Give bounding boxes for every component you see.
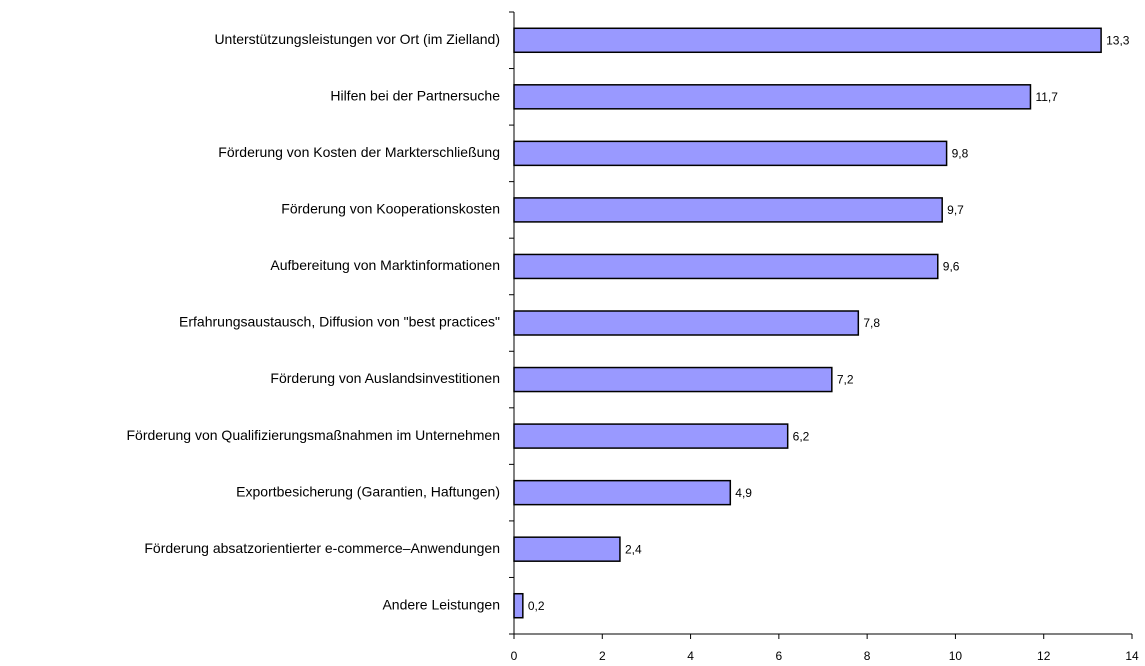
bar <box>513 197 943 223</box>
y-tick-label: Förderung von Qualifizierungsmaßnahmen i… <box>126 427 500 443</box>
bar <box>513 27 1102 54</box>
y-tick-label: Andere Leistungen <box>382 596 500 612</box>
y-tick-label: Hilfen bei der Partnersuche <box>330 88 500 104</box>
bar <box>513 140 948 167</box>
x-tick-label: 14 <box>1125 649 1139 663</box>
bar <box>513 84 1032 110</box>
x-tick-label: 6 <box>776 649 783 663</box>
bar <box>513 592 524 619</box>
x-tick-label: 2 <box>599 649 606 663</box>
x-tick-label: 4 <box>687 649 694 663</box>
bar <box>513 253 939 280</box>
value-label: 9,8 <box>952 147 969 161</box>
y-tick-label: Unterstützungsleistungen vor Ort (im Zie… <box>214 31 500 47</box>
value-label: 2,4 <box>625 542 642 556</box>
y-tick-label: Förderung von Kooperationskosten <box>281 201 500 217</box>
y-tick-label: Aufbereitung von Marktinformationen <box>270 257 500 273</box>
y-tick-label: Exportbesicherung (Garantien, Haftungen) <box>236 483 500 499</box>
bar <box>513 310 860 336</box>
value-label: 4,9 <box>735 486 752 500</box>
bar <box>513 366 833 393</box>
y-tick-label: Förderung von Auslandsinvestitionen <box>270 370 500 386</box>
x-tick-label: 10 <box>949 649 963 663</box>
value-label: 7,2 <box>837 373 854 387</box>
value-label: 13,3 <box>1106 33 1130 47</box>
bar <box>513 536 621 562</box>
y-tick-label: Erfahrungsaustausch, Diffusion von "best… <box>179 314 500 330</box>
value-label: 11,7 <box>1035 90 1058 104</box>
value-label: 6,2 <box>793 429 810 443</box>
bar <box>513 479 732 506</box>
x-tick-label: 0 <box>511 649 518 663</box>
value-label: 0,2 <box>528 599 545 613</box>
bar <box>513 423 789 449</box>
x-tick-label: 12 <box>1037 649 1051 663</box>
y-tick-label: Förderung absatzorientierter e-commerce–… <box>144 540 500 556</box>
x-tick-label: 8 <box>864 649 871 663</box>
y-tick-label: Förderung von Kosten der Markterschließu… <box>218 144 500 160</box>
value-label: 9,7 <box>947 203 964 217</box>
value-label: 7,8 <box>863 316 880 330</box>
value-label: 9,6 <box>943 260 960 274</box>
